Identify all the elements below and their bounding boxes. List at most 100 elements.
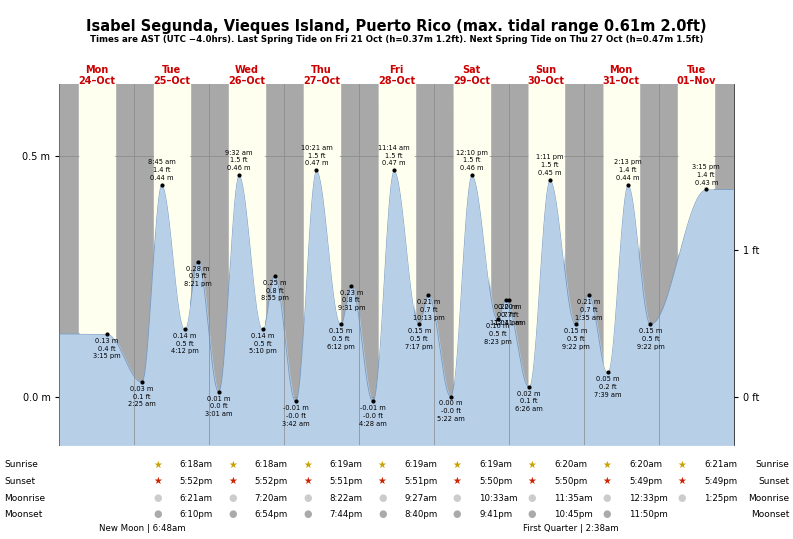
Bar	[379, 84, 415, 445]
Text: 9:32 am
1.5 ft
0.46 m: 9:32 am 1.5 ft 0.46 m	[225, 150, 253, 171]
Text: ●: ●	[378, 493, 386, 503]
Polygon shape	[529, 84, 565, 387]
Text: 12:33pm: 12:33pm	[629, 494, 668, 502]
Text: Sat: Sat	[462, 65, 481, 75]
Bar	[434, 84, 509, 445]
Text: 9:27am: 9:27am	[404, 494, 437, 502]
Polygon shape	[304, 84, 340, 323]
Text: -0.01 m
-0.0 ft
4:28 am: -0.01 m -0.0 ft 4:28 am	[359, 405, 387, 427]
Text: Wed: Wed	[235, 65, 259, 75]
Text: Moonset: Moonset	[751, 510, 789, 519]
Text: 5:52pm: 5:52pm	[255, 477, 288, 486]
Text: 6:19am: 6:19am	[404, 460, 437, 469]
Text: 0.15 m
0.5 ft
9:22 pm: 0.15 m 0.5 ft 9:22 pm	[637, 328, 665, 350]
Text: Sunrise: Sunrise	[4, 460, 38, 469]
Text: ★: ★	[377, 476, 387, 486]
Text: 7:44pm: 7:44pm	[330, 510, 362, 519]
Text: ★: ★	[228, 476, 237, 486]
Text: ★: ★	[527, 460, 536, 469]
Text: 0.23 m
0.8 ft
9:31 pm: 0.23 m 0.8 ft 9:31 pm	[338, 289, 365, 311]
Polygon shape	[679, 84, 714, 255]
Text: ●: ●	[528, 509, 536, 519]
Text: ★: ★	[303, 476, 312, 486]
Text: 9:41pm: 9:41pm	[479, 510, 512, 519]
Text: Tue: Tue	[687, 65, 706, 75]
Text: 0.25 m
0.8 ft
8:55 pm: 0.25 m 0.8 ft 8:55 pm	[261, 280, 289, 301]
Polygon shape	[603, 84, 639, 372]
Text: 0.20 m
0.7 ft
11:04 pm: 0.20 m 0.7 ft 11:04 pm	[490, 304, 522, 326]
Text: 0.28 m
0.9 ft
8:21 pm: 0.28 m 0.9 ft 8:21 pm	[184, 266, 212, 287]
Text: -0.01 m
-0.0 ft
3:42 am: -0.01 m -0.0 ft 3:42 am	[282, 405, 309, 427]
Text: Moonrise: Moonrise	[4, 494, 45, 502]
Text: 24–Oct: 24–Oct	[79, 76, 116, 86]
Text: ★: ★	[228, 460, 237, 469]
Text: 0.03 m
0.1 ft
2:25 am: 0.03 m 0.1 ft 2:25 am	[128, 386, 155, 407]
Text: 27–Oct: 27–Oct	[303, 76, 340, 86]
Text: 3:15 pm
1.4 ft
0.43 m: 3:15 pm 1.4 ft 0.43 m	[692, 164, 720, 185]
Text: 01–Nov: 01–Nov	[676, 76, 716, 86]
Text: 25–Oct: 25–Oct	[153, 76, 190, 86]
Text: ★: ★	[153, 460, 162, 469]
Text: First Quarter | 2:38am: First Quarter | 2:38am	[523, 523, 619, 533]
Text: 5:50pm: 5:50pm	[554, 477, 588, 486]
Text: 11:35am: 11:35am	[554, 494, 592, 502]
Text: 6:10pm: 6:10pm	[180, 510, 213, 519]
Text: ●: ●	[228, 509, 236, 519]
Text: ★: ★	[603, 476, 611, 486]
Text: Sun: Sun	[536, 65, 557, 75]
Text: ★: ★	[527, 476, 536, 486]
Text: 5:51pm: 5:51pm	[404, 477, 438, 486]
Text: ★: ★	[377, 460, 387, 469]
Text: Mon: Mon	[610, 65, 633, 75]
Text: 5:49pm: 5:49pm	[704, 477, 737, 486]
Text: 10:21 am
1.5 ft
0.47 m: 10:21 am 1.5 ft 0.47 m	[301, 145, 332, 167]
Bar	[509, 84, 584, 445]
Text: 8:45 am
1.4 ft
0.44 m: 8:45 am 1.4 ft 0.44 m	[147, 160, 175, 181]
Text: Sunset: Sunset	[758, 477, 789, 486]
Text: 6:21am: 6:21am	[704, 460, 737, 469]
Polygon shape	[229, 84, 265, 329]
Text: ★: ★	[153, 476, 162, 486]
Text: 5:52pm: 5:52pm	[180, 477, 213, 486]
Text: 0.15 m
0.5 ft
6:12 pm: 0.15 m 0.5 ft 6:12 pm	[327, 328, 354, 350]
Text: 0.13 m
0.4 ft
3:15 pm: 0.13 m 0.4 ft 3:15 pm	[94, 338, 121, 360]
Text: 0.15 m
0.5 ft
7:17 pm: 0.15 m 0.5 ft 7:17 pm	[405, 328, 433, 350]
Bar	[659, 84, 734, 445]
Text: Sunrise: Sunrise	[755, 460, 789, 469]
Bar	[209, 84, 284, 445]
Text: 6:54pm: 6:54pm	[255, 510, 288, 519]
Text: 0.14 m
0.5 ft
5:10 pm: 0.14 m 0.5 ft 5:10 pm	[249, 333, 277, 355]
Text: 0.01 m
0.0 ft
3:01 am: 0.01 m 0.0 ft 3:01 am	[205, 396, 232, 417]
Text: 0.21 m
0.7 ft
10:13 pm: 0.21 m 0.7 ft 10:13 pm	[412, 299, 444, 321]
Text: ●: ●	[153, 493, 162, 503]
Text: Thu: Thu	[311, 65, 332, 75]
Text: 0.05 m
0.2 ft
7:39 am: 0.05 m 0.2 ft 7:39 am	[594, 376, 622, 398]
Text: 12:10 pm
1.5 ft
0.46 m: 12:10 pm 1.5 ft 0.46 m	[456, 150, 488, 171]
Text: 28–Oct: 28–Oct	[378, 76, 415, 86]
Text: Mon: Mon	[86, 65, 109, 75]
Text: 31–Oct: 31–Oct	[603, 76, 640, 86]
Text: 6:20am: 6:20am	[554, 460, 588, 469]
Text: ★: ★	[453, 460, 462, 469]
Text: 6:18am: 6:18am	[180, 460, 213, 469]
Text: 0.16 m
0.5 ft
8:23 pm: 0.16 m 0.5 ft 8:23 pm	[484, 323, 511, 345]
Bar	[359, 84, 434, 445]
Text: ★: ★	[453, 476, 462, 486]
Text: 10:45pm: 10:45pm	[554, 510, 593, 519]
Text: 0.14 m
0.5 ft
4:12 pm: 0.14 m 0.5 ft 4:12 pm	[171, 333, 199, 355]
Text: ●: ●	[453, 493, 462, 503]
Bar	[79, 84, 115, 445]
Polygon shape	[454, 84, 489, 384]
Bar	[454, 84, 489, 445]
Text: Moonrise: Moonrise	[748, 494, 789, 502]
Bar	[134, 84, 209, 445]
Text: ●: ●	[453, 509, 462, 519]
Text: Fri: Fri	[389, 65, 404, 75]
Text: 7:20am: 7:20am	[255, 494, 288, 502]
Text: Tue: Tue	[163, 65, 182, 75]
Text: Sunset: Sunset	[4, 477, 35, 486]
Text: 0.02 m
0.1 ft
6:26 am: 0.02 m 0.1 ft 6:26 am	[515, 391, 542, 412]
Text: 26–Oct: 26–Oct	[228, 76, 265, 86]
Text: ★: ★	[603, 460, 611, 469]
Text: ★: ★	[303, 460, 312, 469]
